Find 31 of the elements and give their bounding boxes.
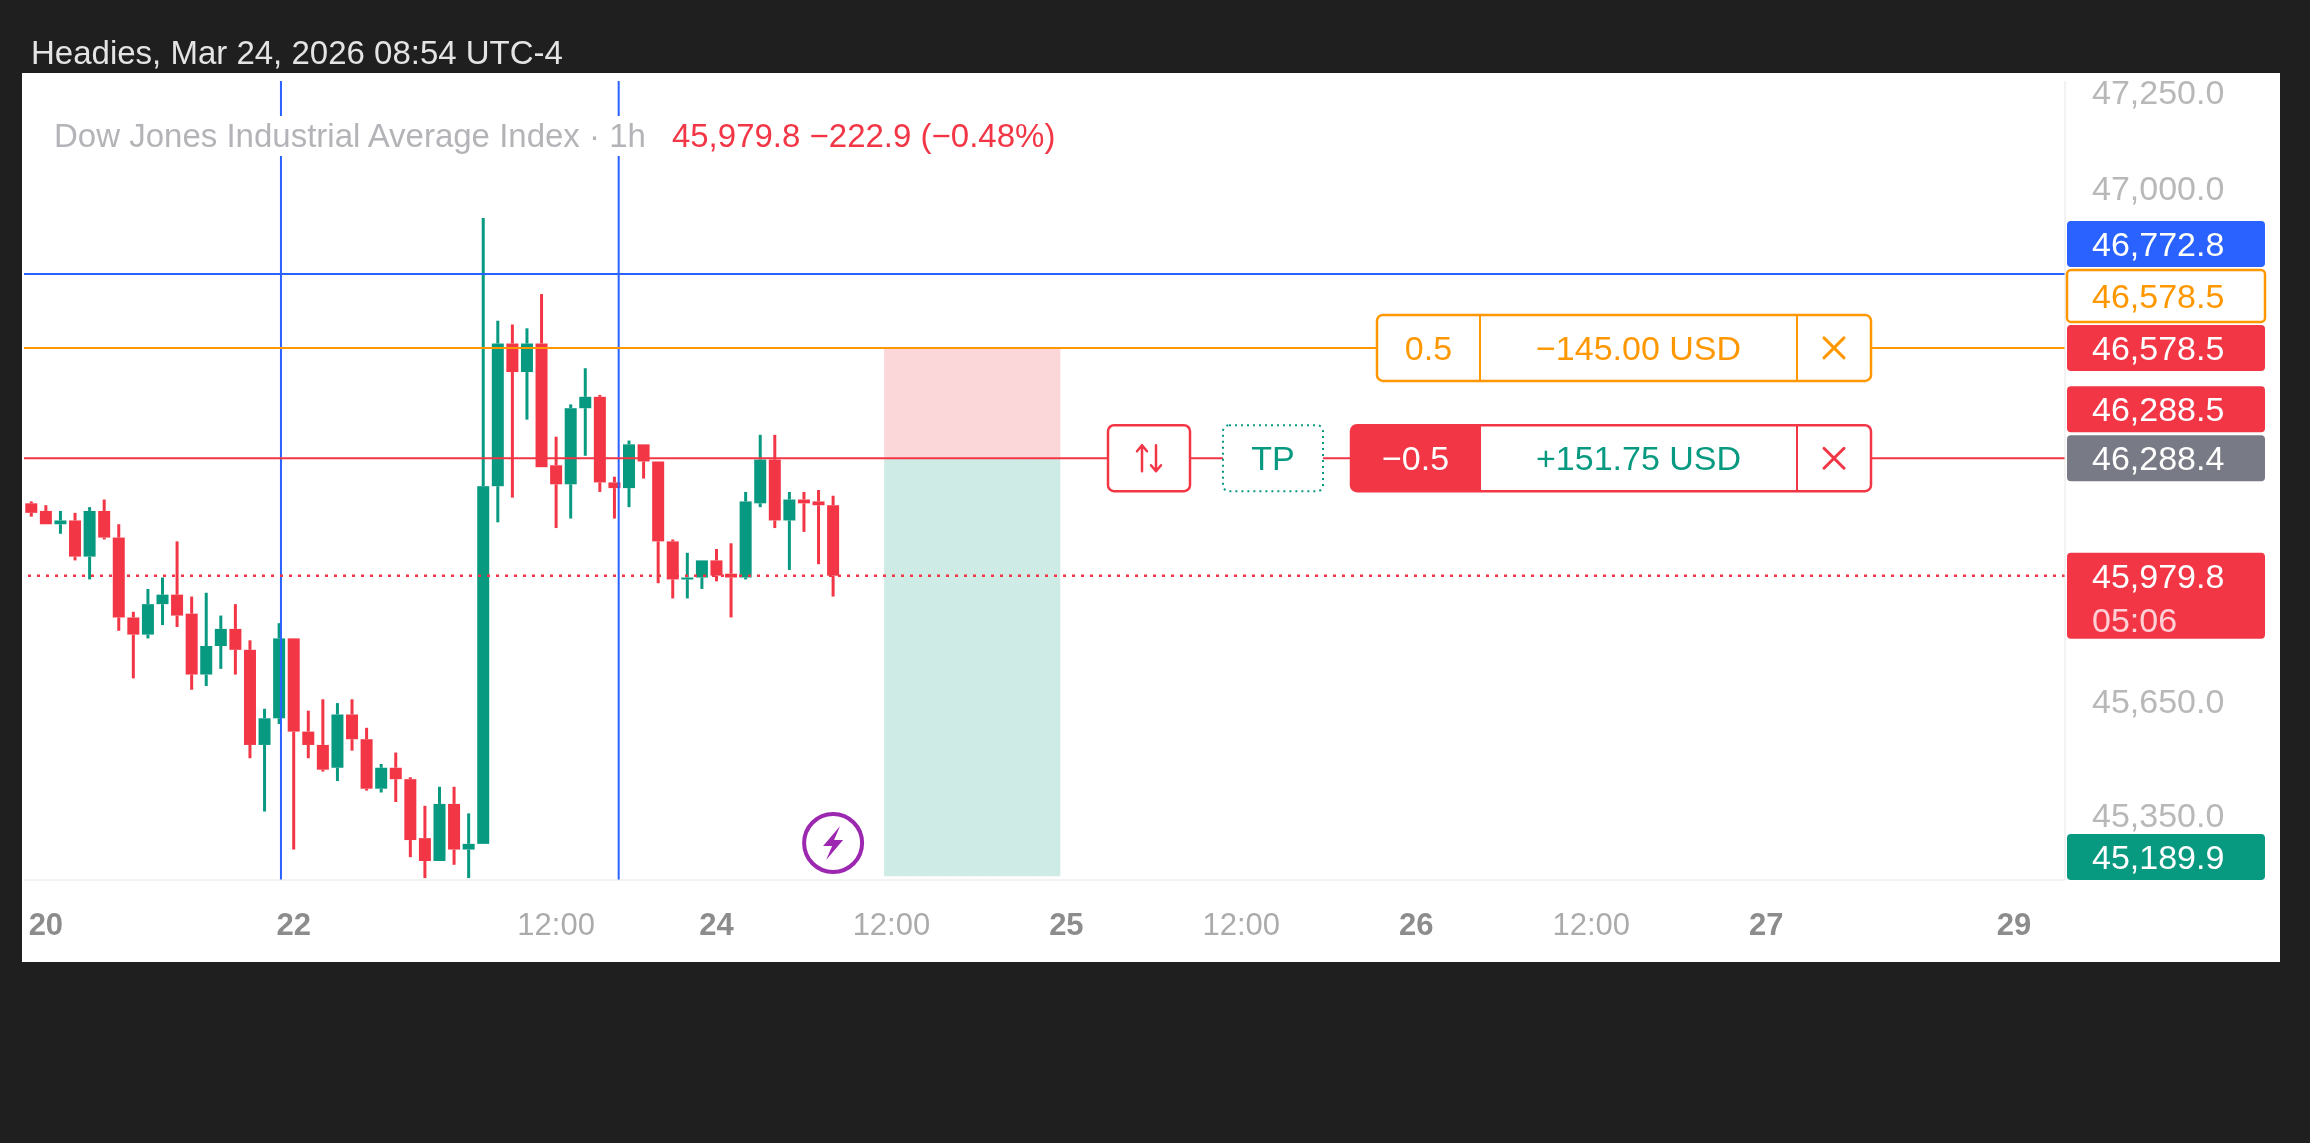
annotation: −145.00 USD (1535, 328, 1742, 367)
x-tick-label: 29 (1996, 906, 2032, 942)
y-tick-label: 47,250.0 (2092, 73, 2225, 112)
x-tick-label: 24 (699, 906, 735, 942)
x-tick-label: 12:00 (1202, 906, 1281, 942)
annotation: 0.5 (1404, 328, 1453, 367)
text: 05:06 (2092, 600, 2178, 639)
text: Headies, Mar 24, 2026 08:54 UTC-4 (31, 33, 563, 73)
x-tick-label: 25 (1049, 906, 1084, 942)
y-tick-label: 47,000.0 (2092, 168, 2225, 207)
ref-line-label: 46,772.8 (2092, 224, 2225, 263)
annotation: +151.75 USD (1535, 439, 1742, 478)
annotation: −0.5 (1381, 439, 1450, 478)
x-tick-label: 12:00 (1552, 906, 1630, 942)
ref-line-label: 46,578.5 (2092, 276, 2225, 315)
x-tick-label: 12:00 (517, 906, 595, 942)
y-tick-label: 45,350.0 (2092, 796, 2225, 835)
text: 46,288.4 (2092, 439, 2225, 478)
x-tick-label: 27 (1748, 906, 1784, 942)
x-tick-label: 20 (28, 906, 64, 942)
ref-line-label: 45,979.8 (2092, 556, 2225, 595)
x-tick-label: 26 (1399, 906, 1434, 942)
text: 45,979.8 −222.9 (−0.48%) (671, 116, 1056, 156)
x-tick-label: 12:00 (852, 906, 931, 942)
y-tick-label: 45,650.0 (2092, 682, 2225, 721)
text: Dow Jones Industrial Average Index · 1h (54, 116, 646, 156)
x-tick-label: 22 (276, 906, 311, 942)
annotation: TP (1251, 439, 1295, 478)
text: 45,189.9 (2092, 838, 2225, 876)
ref-line-label: 46,288.5 (2092, 390, 2225, 429)
text: 46,578.5 (2092, 328, 2225, 367)
